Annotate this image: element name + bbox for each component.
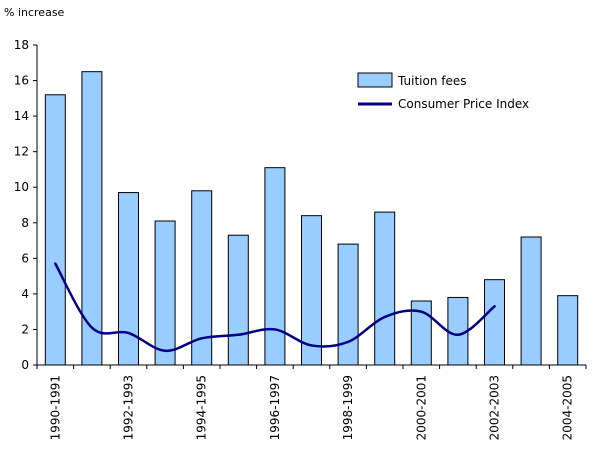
line-layer <box>54 262 496 353</box>
y-tick-label-4: 4 <box>21 287 29 301</box>
y-tick-label-0: 0 <box>21 358 29 372</box>
legend-label-tuition-fees: Tuition fees <box>397 74 467 88</box>
y-tick-label-12: 12 <box>14 145 29 159</box>
y-tick-label-18: 18 <box>14 38 29 52</box>
bar-tuition-fees-1992-1993 <box>118 192 139 366</box>
point-consumer-price-index-1999-2000 <box>383 315 386 319</box>
x-tick-label-2004-2005: 2004-2005 <box>561 375 575 440</box>
point-consumer-price-index-1997-1998 <box>310 344 313 347</box>
bar-tuition-fees-2002-2003 <box>484 279 505 366</box>
point-consumer-price-index-1990-1991 <box>54 262 57 265</box>
point-consumer-price-index-2001-2002 <box>456 333 460 336</box>
point-consumer-price-index-1995-1996 <box>237 333 240 336</box>
point-consumer-price-index-2002-2003 <box>493 305 496 308</box>
y-tick-label-6: 6 <box>21 251 29 265</box>
bar-tuition-fees-2003-2004 <box>520 236 542 366</box>
point-consumer-price-index-1998-1999 <box>346 340 350 344</box>
y-tick-label-8: 8 <box>21 216 29 230</box>
bar-tuition-fees-1998-1999 <box>337 243 359 366</box>
y-tick-label-10: 10 <box>14 180 29 194</box>
x-tick-label-1998-1999: 1998-1999 <box>341 375 355 440</box>
bars-layer <box>44 71 579 366</box>
x-tick-label-1994-1995: 1994-1995 <box>195 375 209 440</box>
point-consumer-price-index-1993-1994 <box>163 349 167 352</box>
legend: Tuition fees Consumer Price Index <box>357 72 529 111</box>
bar-tuition-fees-1999-2000 <box>374 211 396 366</box>
axes-layer: 0 2 4 6 8 10 12 14 16 18 1990-1991 1992-1993 1994-19… <box>14 38 587 440</box>
x-tick-label-2002-2003: 2002-2003 <box>488 375 502 440</box>
x-tick-label-2000-2001: 2000-2001 <box>414 375 428 440</box>
x-tick-label-1990-1991: 1990-1991 <box>48 375 62 440</box>
y-tick-label-16: 16 <box>14 74 29 88</box>
point-consumer-price-index-1991-1992 <box>90 326 94 329</box>
legend-swatch-tuition-fees <box>357 72 393 88</box>
bar-tuition-fees-1990-1991 <box>44 94 66 366</box>
x-tick-label-1992-1993: 1992-1993 <box>122 375 136 440</box>
x-tick-label-1996-1997: 1996-1997 <box>268 375 282 440</box>
point-consumer-price-index-1992-1993 <box>127 331 130 335</box>
bar-tuition-fees-1993-1994 <box>154 220 176 366</box>
bar-tuition-fees-1996-1997 <box>264 167 286 366</box>
point-consumer-price-index-2000-2001 <box>420 310 423 313</box>
bar-tuition-fees-1991-1992 <box>81 71 103 366</box>
y-tick-label-14: 14 <box>14 109 29 123</box>
point-consumer-price-index-1996-1997 <box>273 328 277 331</box>
legend-label-consumer-price-index: Consumer Price Index <box>398 97 529 111</box>
y-tick-label-2: 2 <box>21 322 29 336</box>
bar-tuition-fees-2004-2005 <box>557 295 579 366</box>
y-axis-unit-label: % increase <box>4 6 65 19</box>
bar-tuition-fees-1995-1996 <box>227 234 249 366</box>
point-consumer-price-index-1994-1995 <box>200 337 203 340</box>
